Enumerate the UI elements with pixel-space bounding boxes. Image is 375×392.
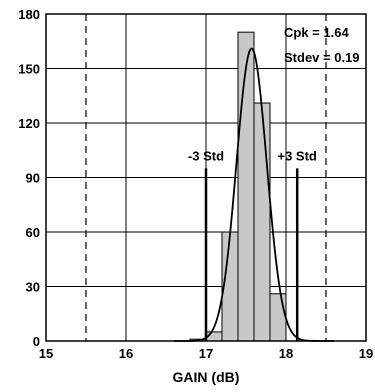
- histogram-bar-4: [253, 102, 271, 342]
- limits-layer: [85, 14, 327, 341]
- plot-frame: [45, 13, 367, 342]
- y-tick-label-0: 0: [33, 334, 40, 349]
- x-tick-label-1: 16: [119, 346, 133, 361]
- x-tick-labels: 15 16 17 18 19: [39, 346, 373, 361]
- stdev-annotation: Stdev = 0.19: [284, 50, 360, 65]
- y-tick-label-3: 90: [26, 171, 40, 186]
- cpk-annotation: Cpk = 1.64: [284, 25, 349, 40]
- y-tick-label-1: 30: [26, 280, 40, 295]
- x-tick-label-3: 18: [279, 346, 293, 361]
- x-tick-label-0: 15: [39, 346, 53, 361]
- x-tick-label-4: 19: [359, 346, 373, 361]
- y-tick-label-4: 120: [18, 116, 40, 131]
- x-axis-title: GAIN (dB): [173, 369, 240, 385]
- std-marker-label-0: -3 Std: [188, 148, 224, 163]
- markers-layer: -3 Std +3 Std: [188, 148, 317, 341]
- bars-layer: [189, 31, 287, 342]
- x-tick-label-2: 17: [199, 346, 213, 361]
- y-tick-label-2: 60: [26, 225, 40, 240]
- y-tick-label-6: 180: [18, 7, 40, 22]
- std-marker-label-1: +3 Std: [278, 148, 317, 163]
- y-tick-label-5: 150: [18, 62, 40, 77]
- histogram-bar-5: [269, 293, 287, 342]
- histogram-bar-3: [237, 31, 255, 342]
- y-tick-labels: 0 30 60 90 120 150 180: [18, 7, 40, 349]
